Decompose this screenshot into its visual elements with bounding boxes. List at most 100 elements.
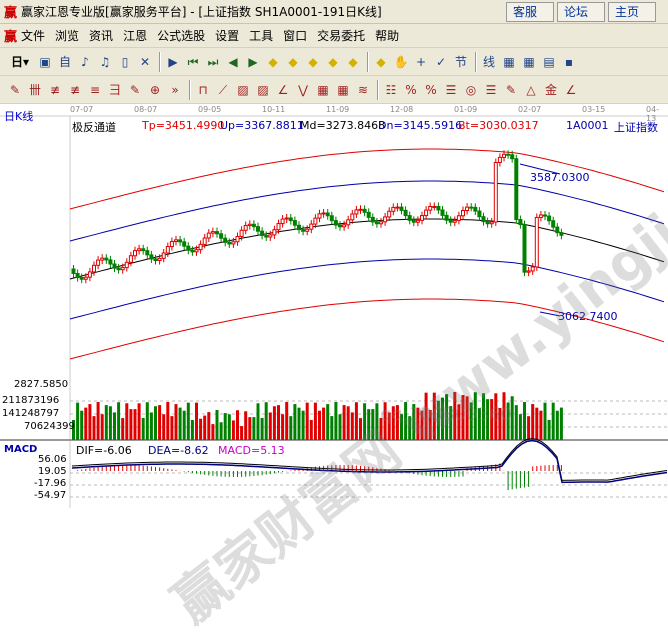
- high-price-label: 3587.0300: [530, 171, 590, 184]
- menu-file[interactable]: 文件: [21, 29, 46, 43]
- drawing-tool-icon[interactable]: ☷: [385, 82, 397, 97]
- date-tick: 04-13: [646, 105, 660, 123]
- macd-tick: -54.97: [34, 490, 67, 501]
- drawing-tool-icon[interactable]: ≡: [89, 82, 101, 97]
- drawing-tool-icon[interactable]: ▨: [257, 82, 269, 97]
- drawing-tool-icon[interactable]: 彐: [108, 82, 121, 97]
- drawing-tool-icon[interactable]: ⊕: [149, 82, 161, 97]
- drawing-tool-icon[interactable]: ≢: [69, 82, 81, 97]
- zoom-icon[interactable]: ◆: [308, 54, 318, 69]
- menu-window[interactable]: 窗口: [283, 29, 308, 43]
- zoom-icon[interactable]: ◆: [328, 54, 338, 69]
- chart-icon[interactable]: ♪: [81, 54, 89, 69]
- zoom-icon[interactable]: ◆: [268, 54, 278, 69]
- candle: [391, 206, 396, 212]
- candle: [247, 223, 252, 227]
- drawing-tool-icon[interactable]: 卌: [28, 82, 41, 97]
- menu-tools[interactable]: 工具: [249, 29, 274, 43]
- save-icon[interactable]: ▪: [564, 54, 574, 69]
- drawing-tool-icon[interactable]: ◎: [465, 82, 477, 97]
- menu-browse[interactable]: 浏览: [55, 29, 80, 43]
- holiday-icon[interactable]: 节: [454, 54, 467, 69]
- candle: [514, 158, 519, 221]
- candle: [178, 239, 183, 243]
- drawing-tool-icon[interactable]: %: [405, 82, 417, 97]
- zoom-icon[interactable]: ◆: [376, 54, 386, 69]
- candle: [473, 206, 478, 212]
- window-icon[interactable]: ▣: [39, 54, 51, 69]
- volume-bar: [215, 410, 219, 440]
- period-select[interactable]: 日▾: [10, 54, 30, 69]
- candle: [350, 213, 355, 221]
- first-icon[interactable]: ⏮: [187, 54, 199, 69]
- candle: [415, 219, 420, 223]
- self-select-icon[interactable]: 自: [58, 54, 71, 69]
- drawing-tool-icon[interactable]: ✎: [129, 82, 141, 97]
- color-icon[interactable]: ▶: [168, 54, 178, 69]
- candle-type-icon[interactable]: ▯: [121, 54, 129, 69]
- drawing-tool-icon[interactable]: ▦: [337, 82, 349, 97]
- channel-bottom-line: [69, 298, 665, 360]
- homepage-button[interactable]: 主页: [608, 2, 656, 22]
- high-pointer: [519, 163, 561, 175]
- menu-trade[interactable]: 交易委托: [317, 29, 366, 43]
- last-icon[interactable]: ⏭: [207, 54, 219, 69]
- drawing-tool-icon[interactable]: ▨: [237, 82, 249, 97]
- drawing-tool-icon[interactable]: △: [526, 82, 536, 97]
- candle: [104, 257, 109, 261]
- menu-help[interactable]: 帮助: [375, 29, 400, 43]
- volume-bar: [326, 404, 330, 440]
- volume-bar: [338, 414, 342, 440]
- volume-bar: [482, 393, 485, 440]
- drawing-tool-icon[interactable]: ∠: [277, 82, 289, 97]
- volume-bar: [441, 397, 444, 440]
- menu-formula[interactable]: 公式选股: [157, 29, 206, 43]
- candle: [223, 237, 228, 243]
- kline-chart-area[interactable]: 07-07 08-07 09-05 10-11 11-09 12-08 01-09 02-07…: [0, 20, 668, 635]
- candle: [186, 245, 191, 251]
- crosshair-icon[interactable]: +: [415, 54, 427, 69]
- menu-news[interactable]: 资讯: [89, 29, 114, 43]
- candle: [280, 218, 285, 225]
- drawing-tool-icon[interactable]: »: [171, 82, 179, 97]
- drawing-tool-icon[interactable]: ☰: [485, 82, 497, 97]
- drawing-tool-icon[interactable]: ⊓: [198, 82, 208, 97]
- left-icon[interactable]: ◀: [228, 54, 238, 69]
- zoom-icon[interactable]: ◆: [288, 54, 298, 69]
- hand-icon[interactable]: ✋: [393, 54, 409, 69]
- volume-bar: [121, 418, 125, 440]
- candle: [518, 219, 523, 226]
- volume-bar: [359, 418, 362, 440]
- drawing-tool-icon[interactable]: ∠: [565, 82, 577, 97]
- candle: [465, 206, 470, 211]
- menu-gann[interactable]: 江恩: [123, 29, 148, 43]
- drawing-tool-icon[interactable]: ≢: [49, 82, 61, 97]
- calculator-icon[interactable]: ▦: [523, 54, 535, 69]
- drawing-tool-icon[interactable]: %: [425, 82, 437, 97]
- zoom-icon[interactable]: ◆: [348, 54, 358, 69]
- drawing-tool-icon[interactable]: ⋁: [298, 82, 308, 97]
- line-icon[interactable]: 线: [482, 54, 495, 69]
- forum-button[interactable]: 论坛: [557, 2, 605, 22]
- drawing-tool-icon[interactable]: 金: [544, 82, 557, 97]
- drawing-tool-icon[interactable]: ☰: [445, 82, 457, 97]
- report-icon[interactable]: ▤: [543, 54, 555, 69]
- drawing-tool-icon[interactable]: ⟋: [218, 82, 228, 97]
- candle: [198, 243, 203, 251]
- menu-settings[interactable]: 设置: [215, 29, 240, 43]
- right-icon[interactable]: ▶: [248, 54, 258, 69]
- volume-bar: [412, 404, 416, 440]
- volume-bar: [330, 416, 334, 440]
- candle: [120, 267, 125, 271]
- volume-bar: [231, 420, 235, 440]
- line-icon[interactable]: ✓: [435, 54, 447, 69]
- chart-icon[interactable]: ♫: [99, 54, 111, 69]
- drawing-tool-icon[interactable]: ▦: [317, 82, 329, 97]
- drawing-tool-icon[interactable]: ✎: [9, 82, 21, 97]
- drawing-tool-icon[interactable]: ≋: [357, 82, 369, 97]
- calendar-icon[interactable]: ▦: [503, 54, 515, 69]
- drawing-tool-icon[interactable]: ✎: [505, 82, 517, 97]
- candle: [239, 229, 244, 238]
- cross-icon[interactable]: ✕: [139, 54, 151, 69]
- customer-service-button[interactable]: 客服: [506, 2, 554, 22]
